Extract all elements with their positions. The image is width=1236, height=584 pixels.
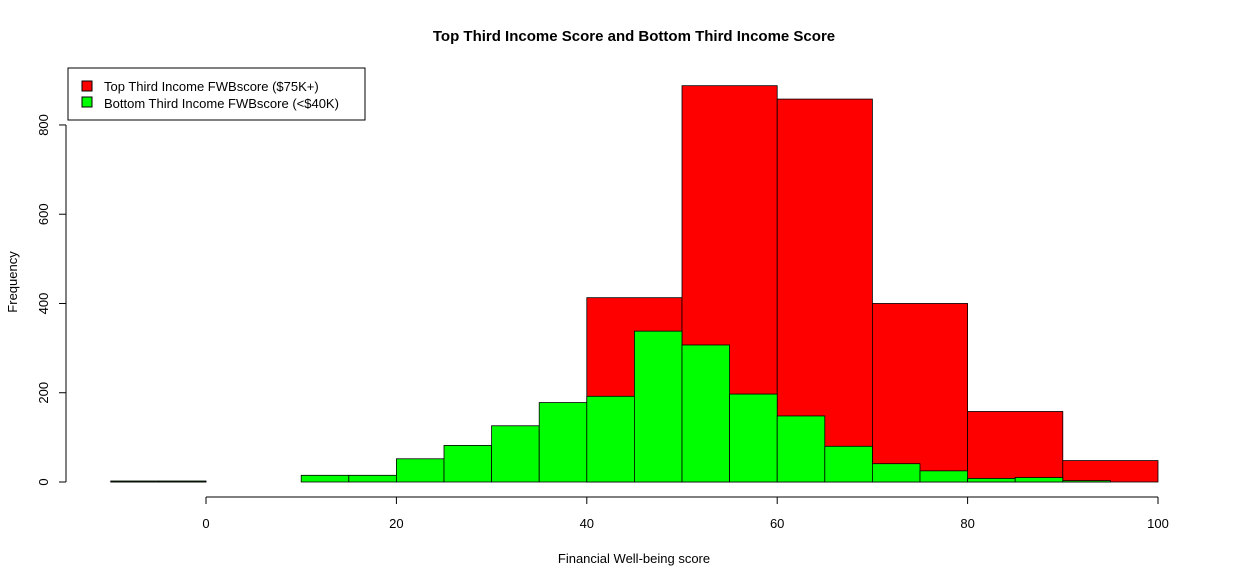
x-axis: 0 20 40 60 80 100 <box>202 496 1169 531</box>
x-tick-label: 40 <box>580 516 594 531</box>
bottom-third-bar <box>300 474 350 483</box>
bottom-third-bar <box>1062 480 1111 483</box>
bottom-third-bar <box>348 474 397 483</box>
x-tick-label: 80 <box>960 516 974 531</box>
bottom-third-bar <box>157 480 207 483</box>
top-third-bar <box>872 303 969 483</box>
bottom-third-bar <box>919 470 968 483</box>
legend-swatch-top-third <box>81 80 93 92</box>
chart-title: Top Third Income Score and Bottom Third … <box>433 28 835 45</box>
bottom-third-bar <box>110 480 159 483</box>
x-axis-label: Financial Well-being score <box>558 551 710 566</box>
x-tick-label: 100 <box>1147 516 1169 531</box>
bottom-third-bar <box>681 344 730 483</box>
x-tick-label: 20 <box>389 516 403 531</box>
x-tick-label: 60 <box>770 516 784 531</box>
bottom-third-bar <box>824 445 873 483</box>
bottom-third-bar <box>729 393 778 483</box>
legend-box <box>67 67 366 121</box>
legend: Top Third Income FWBscore ($75K+) Bottom… <box>67 67 366 121</box>
y-tick-label: 0 <box>36 478 51 485</box>
bottom-third-bar <box>491 425 540 483</box>
bottom-third-bar <box>872 463 921 483</box>
y-axis-label: Frequency <box>5 251 20 313</box>
y-tick-label: 200 <box>36 382 51 404</box>
legend-label-bottom-third: Bottom Third Income FWBscore (<$40K) <box>104 96 339 111</box>
bottom-third-bar <box>395 458 445 483</box>
legend-label-top-third: Top Third Income FWBscore ($75K+) <box>104 79 319 94</box>
bottom-third-bar <box>776 415 826 483</box>
bottom-third-bar <box>634 330 683 483</box>
bottom-third-bar <box>443 445 492 483</box>
legend-swatch-bottom-third <box>81 96 93 108</box>
bottom-third-bar <box>967 478 1016 483</box>
bottom-third-bar <box>538 402 588 483</box>
bottom-third-bar <box>586 395 635 483</box>
bottom-third-bar <box>1014 477 1064 483</box>
y-axis: 0 200 400 600 800 <box>36 114 67 486</box>
y-tick-label: 800 <box>36 114 51 136</box>
bottom-third-bars <box>110 330 1111 483</box>
y-tick-label: 600 <box>36 203 51 225</box>
top-third-bar <box>967 411 1064 483</box>
top-third-bar <box>1062 460 1159 483</box>
x-tick-label: 0 <box>202 516 209 531</box>
y-tick-label: 400 <box>36 293 51 315</box>
